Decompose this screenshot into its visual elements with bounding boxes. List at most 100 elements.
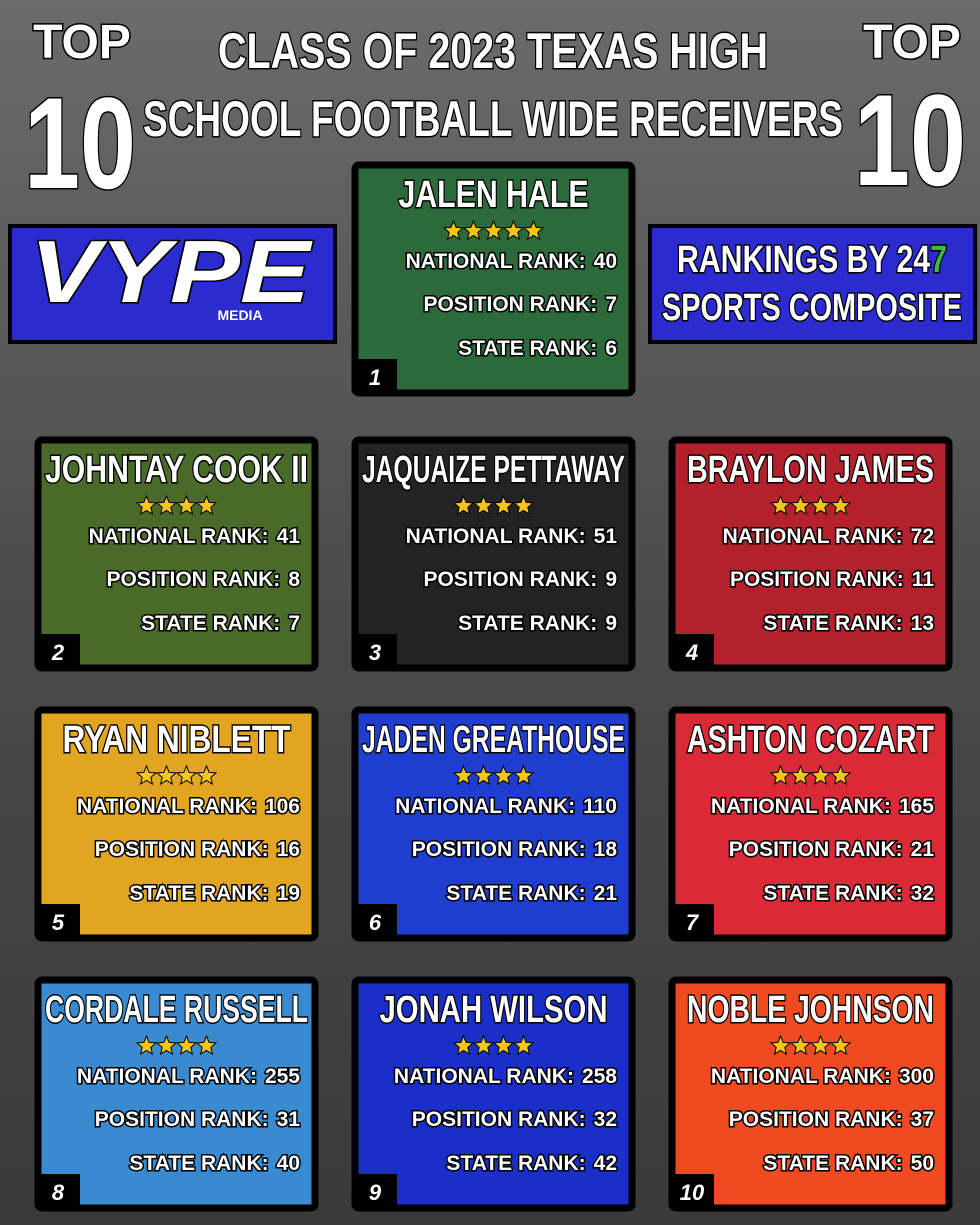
card-bg bbox=[34, 976, 319, 1212]
rank-value: 165 bbox=[899, 795, 934, 818]
star-rating bbox=[135, 764, 218, 786]
rank-number: 4 bbox=[685, 640, 698, 665]
rank-value: 255 bbox=[265, 1065, 300, 1088]
star bbox=[809, 1034, 832, 1056]
star bbox=[809, 494, 832, 516]
star bbox=[809, 764, 832, 786]
rank-badge bbox=[38, 634, 80, 668]
star bbox=[492, 494, 515, 516]
rank-line: POSITION RANK: 9 bbox=[423, 568, 617, 591]
rank-label: POSITION RANK: bbox=[412, 1108, 586, 1131]
rank-number: 6 bbox=[369, 910, 382, 935]
card-bg bbox=[351, 436, 636, 672]
rank-label: STATE RANK: bbox=[763, 612, 902, 635]
card-bg bbox=[34, 436, 319, 672]
star bbox=[512, 494, 535, 516]
rank-badge bbox=[672, 634, 714, 668]
rank-value: 37 bbox=[911, 1108, 934, 1131]
rank-value: 40 bbox=[594, 250, 617, 273]
title-line: SCHOOL FOOTBALL WIDE RECEIVERS bbox=[143, 91, 843, 147]
logo-text: VYPE bbox=[30, 222, 313, 321]
player-card: ASHTON COZART NATIONAL RANK: 165 POSITION R… bbox=[668, 706, 953, 942]
logo-sub: MEDIA bbox=[217, 307, 262, 323]
player-name: ASHTON COZART bbox=[687, 719, 934, 761]
rank-label: STATE RANK: bbox=[763, 1152, 902, 1175]
source-highlight: 7 bbox=[930, 239, 947, 281]
rank-label: NATIONAL RANK: bbox=[406, 250, 586, 273]
rank-label: STATE RANK: bbox=[129, 882, 268, 905]
top-label: TOP bbox=[33, 16, 131, 69]
rank-line: POSITION RANK: 31 bbox=[95, 1108, 301, 1131]
star bbox=[789, 1034, 812, 1056]
rank-line: NATIONAL RANK: 165 bbox=[711, 795, 934, 818]
rank-line: STATE RANK: 9 bbox=[458, 612, 617, 635]
rank-label: POSITION RANK: bbox=[730, 568, 904, 591]
rank-label: NATIONAL RANK: bbox=[394, 1065, 574, 1088]
rank-label: NATIONAL RANK: bbox=[89, 525, 269, 548]
star bbox=[512, 1034, 535, 1056]
star bbox=[442, 219, 465, 241]
player-card: RYAN NIBLETT NATIONAL RANK: 106 POSITION RA… bbox=[34, 706, 319, 942]
player-name: JADEN GREATHOUSE bbox=[362, 719, 625, 761]
rank-value: 9 bbox=[605, 568, 617, 591]
player-name: JONAH WILSON bbox=[380, 989, 608, 1031]
rank-number: 5 bbox=[52, 910, 65, 935]
rank-value: 258 bbox=[582, 1065, 617, 1088]
rank-value: 110 bbox=[583, 795, 617, 818]
star-rating bbox=[452, 1034, 535, 1056]
title-line: CLASS OF 2023 TEXAS HIGH bbox=[218, 23, 768, 79]
rank-label: NATIONAL RANK: bbox=[723, 525, 903, 548]
star bbox=[175, 494, 198, 516]
top-label: TOP bbox=[863, 16, 961, 69]
rank-label: POSITION RANK: bbox=[423, 293, 597, 316]
player-card: JAQUAIZE PETTAWAY NATIONAL RANK: 51 POSITIO… bbox=[351, 436, 636, 672]
star bbox=[492, 1034, 515, 1056]
rank-number: 7 bbox=[686, 910, 700, 935]
card-bg bbox=[668, 436, 953, 672]
player-card: CORDALE RUSSELL NATIONAL RANK: 255 POSITION… bbox=[34, 976, 319, 1212]
rank-label: STATE RANK: bbox=[129, 1152, 268, 1175]
source-text: RANKINGS BY 24 bbox=[677, 239, 930, 281]
rank-value: 18 bbox=[594, 838, 618, 861]
rank-line: NATIONAL RANK: 258 bbox=[394, 1065, 617, 1088]
rank-line: NATIONAL RANK: 72 bbox=[723, 525, 934, 548]
player-name: JALEN HALE bbox=[399, 174, 589, 216]
player-card: NOBLE JOHNSON NATIONAL RANK: 300 POSITION R… bbox=[668, 976, 953, 1212]
player-card: BRAYLON JAMES NATIONAL RANK: 72 POSITION RA… bbox=[668, 436, 953, 672]
rank-number: 3 bbox=[369, 640, 381, 665]
rank-line: POSITION RANK: 11 bbox=[730, 568, 934, 591]
rank-value: 40 bbox=[277, 1152, 300, 1175]
star-rating bbox=[135, 494, 218, 516]
rank-line: STATE RANK: 40 bbox=[129, 1152, 300, 1175]
star-rating bbox=[769, 764, 852, 786]
star-rating bbox=[135, 1034, 218, 1056]
rank-line: NATIONAL RANK: 41 bbox=[89, 525, 301, 548]
rank-value: 42 bbox=[594, 1152, 617, 1175]
rank-line: STATE RANK: 50 bbox=[763, 1152, 934, 1175]
rank-line: NATIONAL RANK: 51 bbox=[406, 525, 618, 548]
player-card: JALEN HALE NATIONAL RANK: 40 POSITION RANK:… bbox=[351, 161, 636, 397]
rank-value: 13 bbox=[911, 612, 934, 635]
top-number: 10 bbox=[24, 70, 136, 216]
rank-label: NATIONAL RANK: bbox=[406, 525, 586, 548]
star bbox=[135, 764, 158, 786]
rank-value: 9 bbox=[605, 612, 617, 635]
rank-label: STATE RANK: bbox=[141, 612, 280, 635]
player-name: BRAYLON JAMES bbox=[687, 449, 934, 491]
rank-badge bbox=[672, 904, 714, 938]
rank-badge bbox=[38, 1174, 80, 1208]
rank-line: STATE RANK: 42 bbox=[446, 1152, 617, 1175]
rank-value: 21 bbox=[594, 882, 618, 905]
star bbox=[769, 494, 792, 516]
star bbox=[492, 764, 515, 786]
rank-line: NATIONAL RANK: 110 bbox=[395, 795, 617, 818]
rank-label: POSITION RANK: bbox=[729, 838, 903, 861]
rank-badge bbox=[38, 904, 80, 938]
star bbox=[462, 219, 485, 241]
star bbox=[135, 494, 158, 516]
logo-box bbox=[8, 224, 337, 344]
rank-label: STATE RANK: bbox=[446, 1152, 585, 1175]
rank-label: POSITION RANK: bbox=[412, 838, 586, 861]
player-name: RYAN NIBLETT bbox=[63, 719, 291, 761]
rank-label: POSITION RANK: bbox=[95, 1108, 269, 1131]
